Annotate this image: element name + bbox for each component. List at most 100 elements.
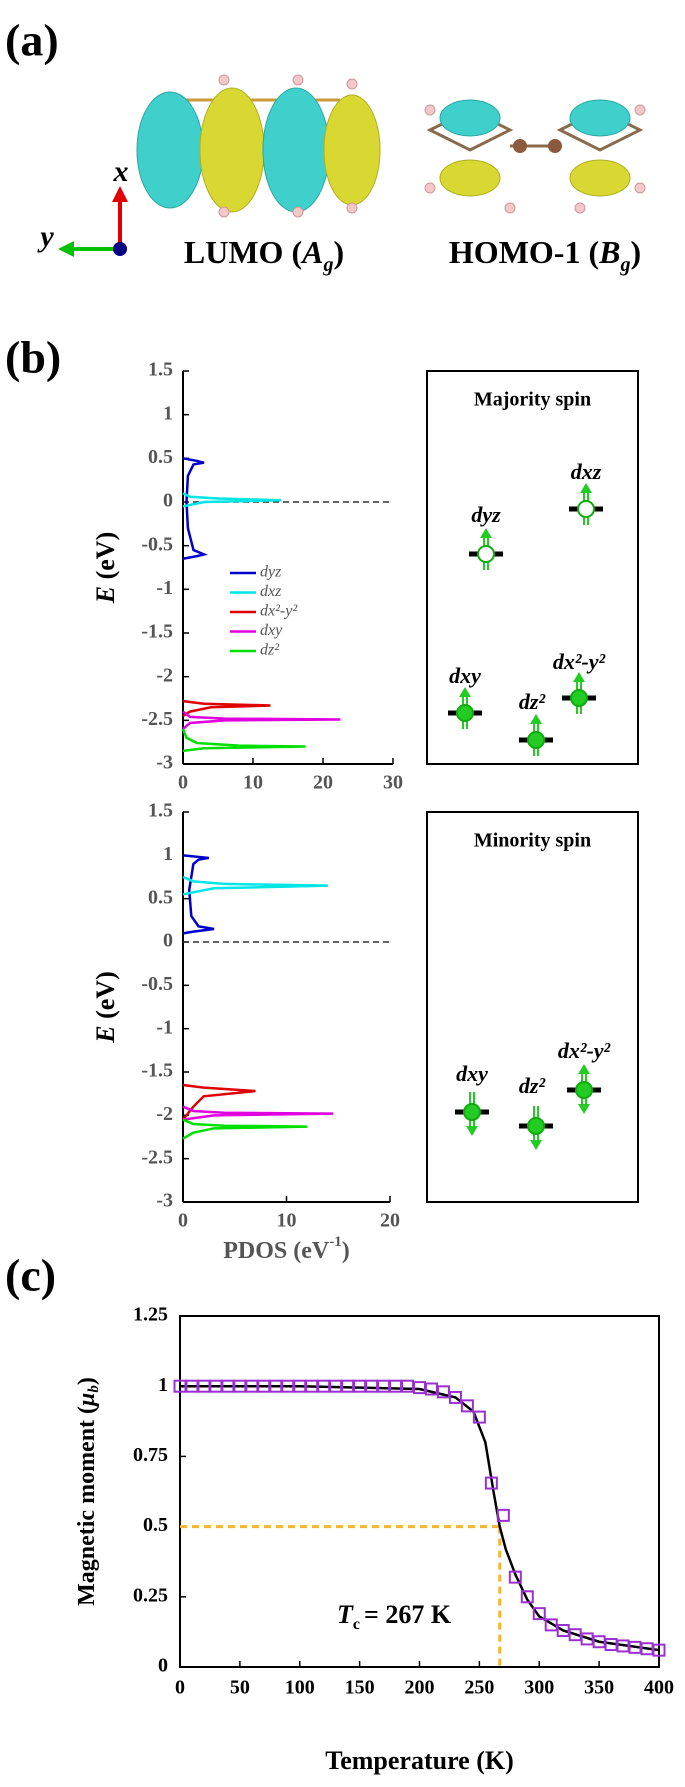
x-tick-label: 30: [383, 772, 403, 794]
y-tick-label: 0: [163, 930, 173, 952]
x-axis-label-part: ): [342, 1238, 350, 1264]
axis-x-label: x: [113, 155, 129, 188]
arrow-head: [580, 483, 592, 493]
data-point: [520, 1590, 534, 1604]
data-point: [532, 1607, 546, 1621]
y-axis-label: E (eV): [91, 971, 120, 1043]
level-box: [426, 811, 639, 1203]
x-axis-label-part: PDOS (eV: [223, 1238, 330, 1264]
y-tick-label: -3: [156, 1190, 173, 1212]
data-point: [377, 1379, 391, 1393]
data-point: [472, 1410, 486, 1424]
data-point: [413, 1381, 426, 1395]
lumo-label-part: A: [300, 234, 323, 270]
y-tick-label: -2.5: [141, 1146, 173, 1168]
data-point: [448, 1390, 462, 1404]
data-point: [484, 1476, 498, 1490]
data-point: [353, 1379, 367, 1393]
y-tick-label: -3: [156, 752, 173, 774]
electron: [477, 545, 495, 563]
orbital-label: dxy: [456, 1061, 488, 1086]
homo-label-part: g: [619, 254, 630, 276]
y-tick-label: 0.5: [143, 1514, 168, 1536]
legend-label: dyz: [260, 564, 282, 581]
pdos-line: [182, 457, 208, 560]
x-tick-label: 20: [380, 1210, 400, 1232]
level-title: Majority spin: [474, 389, 591, 411]
pdos-line: [182, 1083, 256, 1121]
y-tick-label: -1: [156, 577, 173, 599]
panel-label: (b): [5, 332, 61, 383]
arrow-head: [573, 672, 585, 682]
x-tick-label: 300: [524, 1677, 554, 1699]
orbital-label: dyz: [471, 502, 501, 527]
data-point: [652, 1643, 666, 1657]
y-axis-label-part: Magnetic moment (: [74, 1406, 100, 1606]
lumo-label-part: ): [333, 234, 344, 270]
y-tick-label: 1: [163, 843, 173, 865]
electron: [570, 689, 588, 707]
x-tick-label: 100: [285, 1677, 315, 1699]
data-point: [496, 1508, 510, 1522]
axis-y-label: y: [37, 220, 54, 253]
y-tick-label: 1.5: [148, 359, 173, 381]
panel-label: (c): [5, 1250, 56, 1301]
tc-annotation: Tc = 267 K: [337, 1600, 452, 1633]
arrow-head: [578, 1104, 590, 1114]
electron: [527, 731, 545, 749]
y-tick-label: -0.5: [141, 533, 173, 555]
legend-label: dxz: [260, 583, 282, 600]
y-tick-label: 0: [163, 490, 173, 512]
arrow-head: [466, 1126, 478, 1136]
data-point: [508, 1570, 522, 1584]
pdos-line: [182, 492, 282, 508]
fit-line: [180, 1384, 660, 1652]
data-point: [460, 1399, 474, 1413]
y-tick-label: 0.75: [133, 1444, 168, 1466]
orbital-label: dxy: [449, 663, 481, 688]
electron: [575, 1081, 593, 1099]
y-axis-label-part: b: [86, 1385, 102, 1393]
electron: [527, 1117, 545, 1135]
y-axis-label-part: ): [74, 1377, 100, 1385]
arrow-head: [578, 1064, 590, 1074]
arrow-head: [530, 1140, 542, 1150]
homo-label: HOMO-1 (Bg): [449, 234, 641, 275]
y-axis-label: E (eV): [91, 532, 120, 604]
y-tick-label: 0: [158, 1655, 168, 1677]
x-tick-label: 20: [313, 772, 333, 794]
y-axis-label-part: E: [91, 586, 120, 604]
y-tick-label: 1.5: [148, 800, 173, 822]
y-axis-label-part: (eV): [91, 532, 120, 586]
x-tick-label: 10: [277, 1210, 297, 1232]
y-axis-label-part: μ: [74, 1393, 100, 1408]
y-tick-label: 1.25: [133, 1304, 168, 1326]
pdos-line: [182, 854, 215, 935]
y-tick-label: 1: [158, 1374, 168, 1396]
x-axis-label: Temperature (K): [325, 1746, 513, 1775]
x-tick-label: 250: [464, 1677, 494, 1699]
y-tick-label: -1: [156, 1016, 173, 1038]
x-tick-label: 150: [345, 1677, 375, 1699]
arrow-head: [530, 714, 542, 724]
pdos-line: [181, 728, 306, 753]
x-tick-label: 0: [178, 772, 188, 794]
lumo-label: LUMO (Ag): [184, 234, 344, 275]
x-tick-label: 0: [175, 1677, 185, 1699]
x-tick-label: 200: [405, 1677, 435, 1699]
y-tick-label: 1: [163, 402, 173, 424]
pdos-line: [182, 1105, 334, 1121]
arrow-head: [480, 528, 492, 538]
pdos-line: [182, 699, 271, 718]
orbital-label: dz²: [519, 1073, 546, 1098]
electron: [577, 500, 595, 518]
electron: [463, 1103, 481, 1121]
tc-annotation-part: = 267 K: [364, 1600, 452, 1629]
y-tick-label: -1.5: [141, 621, 173, 643]
y-tick-label: 0.5: [148, 446, 173, 468]
legend-label: dxy: [260, 622, 283, 639]
x-tick-label: 350: [584, 1677, 614, 1699]
molecule-homo: [424, 99, 646, 214]
pdos-line: [182, 1118, 308, 1140]
